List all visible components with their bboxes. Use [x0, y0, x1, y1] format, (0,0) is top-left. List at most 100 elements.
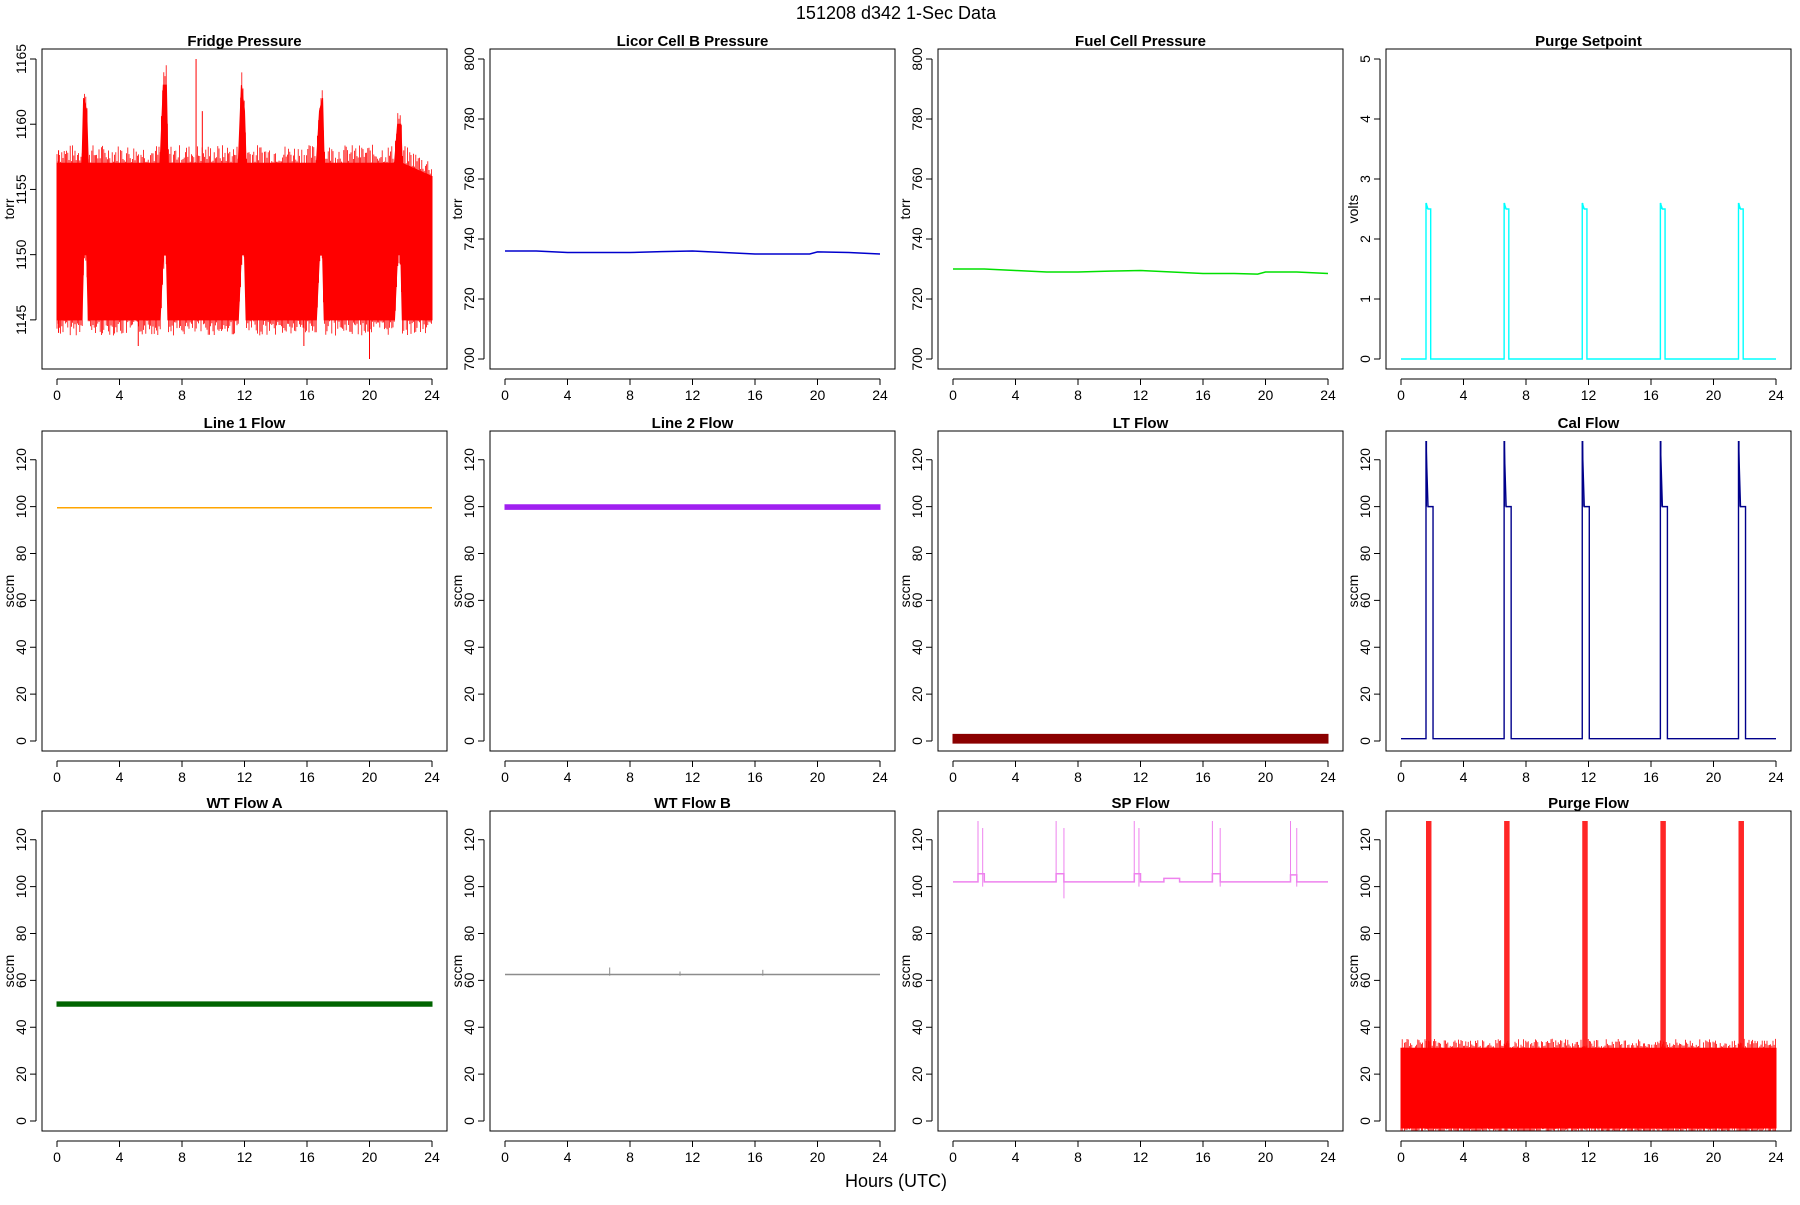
- y-tick-label: 40: [909, 639, 925, 655]
- plot-frame: [41, 430, 448, 752]
- x-tick-label: 24: [872, 769, 888, 785]
- y-tick-label: 720: [461, 287, 477, 311]
- series-group: [504, 504, 881, 510]
- panel-title: Fridge Pressure: [187, 33, 301, 50]
- y-tick-label: 120: [909, 448, 925, 472]
- y-tick-label: 0: [909, 737, 925, 745]
- x-axis: 0 4 8 12 16 20 24: [1397, 760, 1784, 785]
- x-tick-label: 20: [1706, 1149, 1722, 1165]
- panel-title: Fuel Cell Pressure: [1075, 33, 1206, 50]
- y-axis: 0 20 40 60 80 100 120: [909, 448, 933, 745]
- x-tick-label: 8: [1522, 1149, 1530, 1165]
- panel-11: Purge Flow sccm 0 4 8 12 16 20 24 0 20 40 60 80 100 120: [1345, 795, 1792, 1165]
- y-axis: 0 20 40 60 80 100 120: [1357, 828, 1381, 1125]
- x-axis: 0 4 8 12 16 20 24: [501, 1140, 888, 1165]
- y-tick-label: 40: [909, 1019, 925, 1035]
- x-axis: 0 4 8 12 16 20 24: [501, 760, 888, 785]
- x-tick-label: 0: [1397, 1149, 1405, 1165]
- x-tick-label: 12: [237, 769, 253, 785]
- y-tick-label: 0: [1357, 1117, 1373, 1125]
- x-tick-label: 24: [872, 1149, 888, 1165]
- series-0-line: [505, 250, 881, 255]
- x-tick-label: 4: [1012, 387, 1020, 403]
- y-tick-label: 3: [1357, 175, 1373, 183]
- y-axis-label: sccm: [449, 955, 465, 988]
- panel-8: WT Flow A sccm 0 4 8 12 16 20 24 0 20 40 60 80 100 120: [1, 795, 448, 1165]
- x-tick-label: 8: [1522, 387, 1530, 403]
- x-tick-label: 24: [424, 387, 440, 403]
- x-tick-label: 0: [949, 769, 957, 785]
- x-tick-label: 24: [424, 769, 440, 785]
- y-tick-label: 80: [1357, 546, 1373, 562]
- y-tick-label: 120: [909, 828, 925, 852]
- x-tick-label: 12: [685, 769, 701, 785]
- y-axis-label: sccm: [1345, 955, 1361, 988]
- series-0-line: [953, 268, 1329, 275]
- panel-9: WT Flow B sccm 0 4 8 12 16 20 24 0 20 40 60 80 100 120: [449, 795, 896, 1165]
- y-tick-label: 100: [13, 875, 29, 899]
- plot-frame: [489, 430, 896, 752]
- y-tick-label: 100: [909, 495, 925, 519]
- y-tick-label: 0: [909, 1117, 925, 1125]
- y-tick-label: 0: [1357, 737, 1373, 745]
- x-tick-label: 12: [685, 387, 701, 403]
- series-0-pulses: [1401, 202, 1776, 360]
- x-tick-label: 12: [1133, 1149, 1149, 1165]
- x-tick-label: 16: [1643, 1149, 1659, 1165]
- plot-frame: [489, 810, 896, 1132]
- x-tick-label: 4: [1460, 387, 1468, 403]
- x-tick-label: 20: [810, 1149, 826, 1165]
- y-tick-label: 700: [461, 347, 477, 371]
- panel-title: WT Flow A: [206, 795, 282, 812]
- series-group: [56, 59, 433, 359]
- panel-title: SP Flow: [1111, 795, 1169, 812]
- x-tick-label: 20: [810, 769, 826, 785]
- y-tick-label: 2: [1357, 235, 1373, 243]
- y-tick-label: 100: [909, 875, 925, 899]
- x-tick-label: 12: [237, 387, 253, 403]
- y-tick-label: 1150: [13, 239, 29, 269]
- y-tick-label: 40: [461, 1019, 477, 1035]
- x-tick-label: 0: [501, 1149, 509, 1165]
- series-group: [505, 967, 880, 976]
- x-tick-label: 12: [237, 1149, 253, 1165]
- y-tick-label: 120: [1357, 448, 1373, 472]
- x-axis: 0 4 8 12 16 20 24: [1397, 378, 1784, 403]
- series-group: [505, 250, 881, 255]
- y-axis: 0 20 40 60 80 100 120: [13, 448, 37, 745]
- x-axis: 0 4 8 12 16 20 24: [949, 760, 1336, 785]
- plot-frame: [489, 48, 896, 370]
- y-axis-label: sccm: [897, 955, 913, 988]
- x-tick-label: 16: [1195, 387, 1211, 403]
- series-group: [953, 268, 1329, 275]
- series-group: [952, 733, 1329, 744]
- y-tick-label: 120: [13, 448, 29, 472]
- y-axis-label: sccm: [1, 575, 17, 608]
- y-tick-label: 20: [13, 686, 29, 702]
- x-tick-label: 4: [1460, 769, 1468, 785]
- y-tick-label: 60: [909, 972, 925, 988]
- x-tick-label: 16: [299, 1149, 315, 1165]
- x-tick-label: 20: [810, 387, 826, 403]
- series-group: [1400, 821, 1777, 1131]
- y-tick-label: 20: [909, 686, 925, 702]
- x-tick-label: 4: [1460, 1149, 1468, 1165]
- x-tick-label: 24: [1768, 1149, 1784, 1165]
- x-tick-label: 12: [1133, 769, 1149, 785]
- x-tick-label: 0: [501, 769, 509, 785]
- panel-title: Line 1 Flow: [204, 415, 286, 432]
- y-axis-label: torr: [449, 198, 465, 219]
- panel-4: Line 1 Flow sccm 0 4 8 12 16 20 24 0 20 40 60 80 100 12…: [1, 415, 448, 785]
- x-tick-label: 8: [626, 769, 634, 785]
- y-tick-label: 1160: [13, 109, 29, 139]
- y-tick-label: 0: [461, 737, 477, 745]
- figure-xlabel: Hours (UTC): [845, 1171, 947, 1191]
- y-axis: 0 20 40 60 80 100 120: [13, 828, 37, 1125]
- plot-frame: [1385, 810, 1792, 1132]
- y-tick-label: 80: [461, 546, 477, 562]
- x-tick-label: 8: [1074, 387, 1082, 403]
- panel-title: Line 2 Flow: [652, 415, 734, 432]
